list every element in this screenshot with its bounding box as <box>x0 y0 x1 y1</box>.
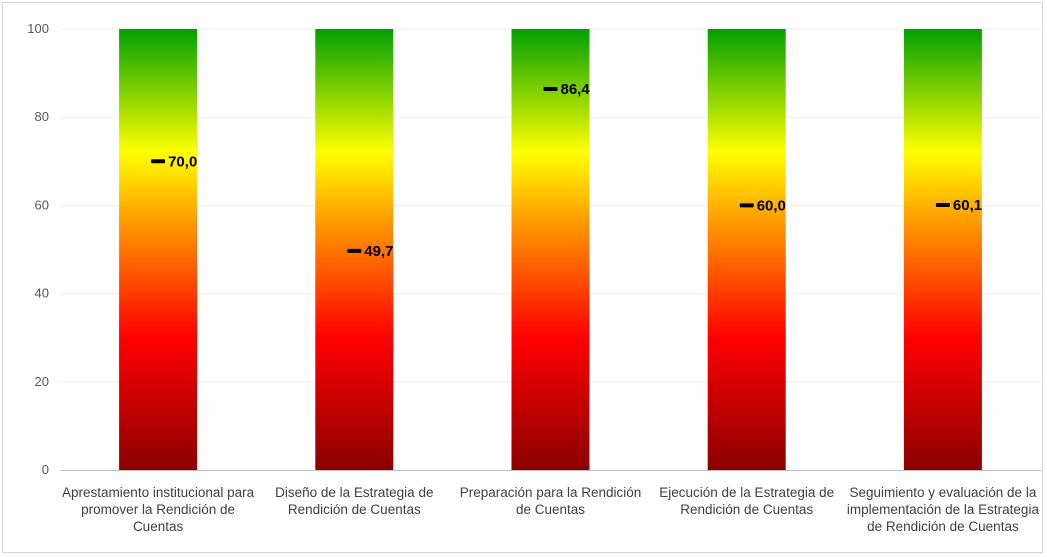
y-axis: 0 20 40 60 80 100 <box>27 21 49 477</box>
category-label-line: de Rendición de Cuentas <box>867 519 1019 534</box>
value-marker <box>347 248 362 253</box>
category-label-line: Preparación para la Rendición <box>460 485 642 500</box>
value-label: 49,7 <box>364 243 393 260</box>
bar <box>119 29 198 470</box>
value-label: 60,0 <box>757 197 786 214</box>
category-label-line: promover la Rendición de <box>81 502 235 517</box>
x-axis: Aprestamiento institucional para promover… <box>60 470 1041 534</box>
bar <box>707 29 786 470</box>
category-label-line: Ejecución de la Estrategia de <box>659 485 834 500</box>
category-label-line: Rendición de Cuentas <box>288 502 421 517</box>
y-tick-label: 0 <box>42 462 49 477</box>
value-markers: 70,0 49,7 86,4 60,0 60,1 <box>151 81 982 260</box>
category-label: Aprestamiento institucional para promover… <box>62 485 255 534</box>
category-label: Diseño de la Estrategia de Rendición de C… <box>275 485 433 517</box>
y-tick-label: 20 <box>35 374 49 389</box>
y-tick-label: 60 <box>35 197 49 212</box>
category-label-line: de Cuentas <box>516 502 585 517</box>
bars <box>119 29 982 470</box>
value-marker <box>739 203 754 208</box>
value-marker <box>935 202 950 207</box>
category-label-line: implementación de la Estrategia <box>847 502 1040 517</box>
bar <box>903 29 982 470</box>
y-tick-label: 40 <box>35 286 49 301</box>
category-label-line: Seguimiento y evaluación de la <box>849 485 1036 500</box>
value-label: 60,1 <box>953 197 982 214</box>
category-label: Preparación para la Rendición de Cuentas <box>460 485 642 517</box>
bar <box>511 29 590 470</box>
category-label-line: Rendición de Cuentas <box>680 502 813 517</box>
category-label-line: Cuentas <box>133 519 184 534</box>
value-marker <box>543 86 558 91</box>
value-label: 70,0 <box>168 153 197 170</box>
y-tick-label: 80 <box>35 109 49 124</box>
value-marker <box>151 159 166 164</box>
category-label: Ejecución de la Estrategia de Rendición d… <box>659 485 834 517</box>
category-label-line: Diseño de la Estrategia de <box>275 485 433 500</box>
category-label-line: Aprestamiento institucional para <box>62 485 255 500</box>
value-label: 86,4 <box>561 81 591 98</box>
y-tick-label: 100 <box>27 21 49 36</box>
category-label: Seguimiento y evaluación de la implementa… <box>847 485 1040 534</box>
